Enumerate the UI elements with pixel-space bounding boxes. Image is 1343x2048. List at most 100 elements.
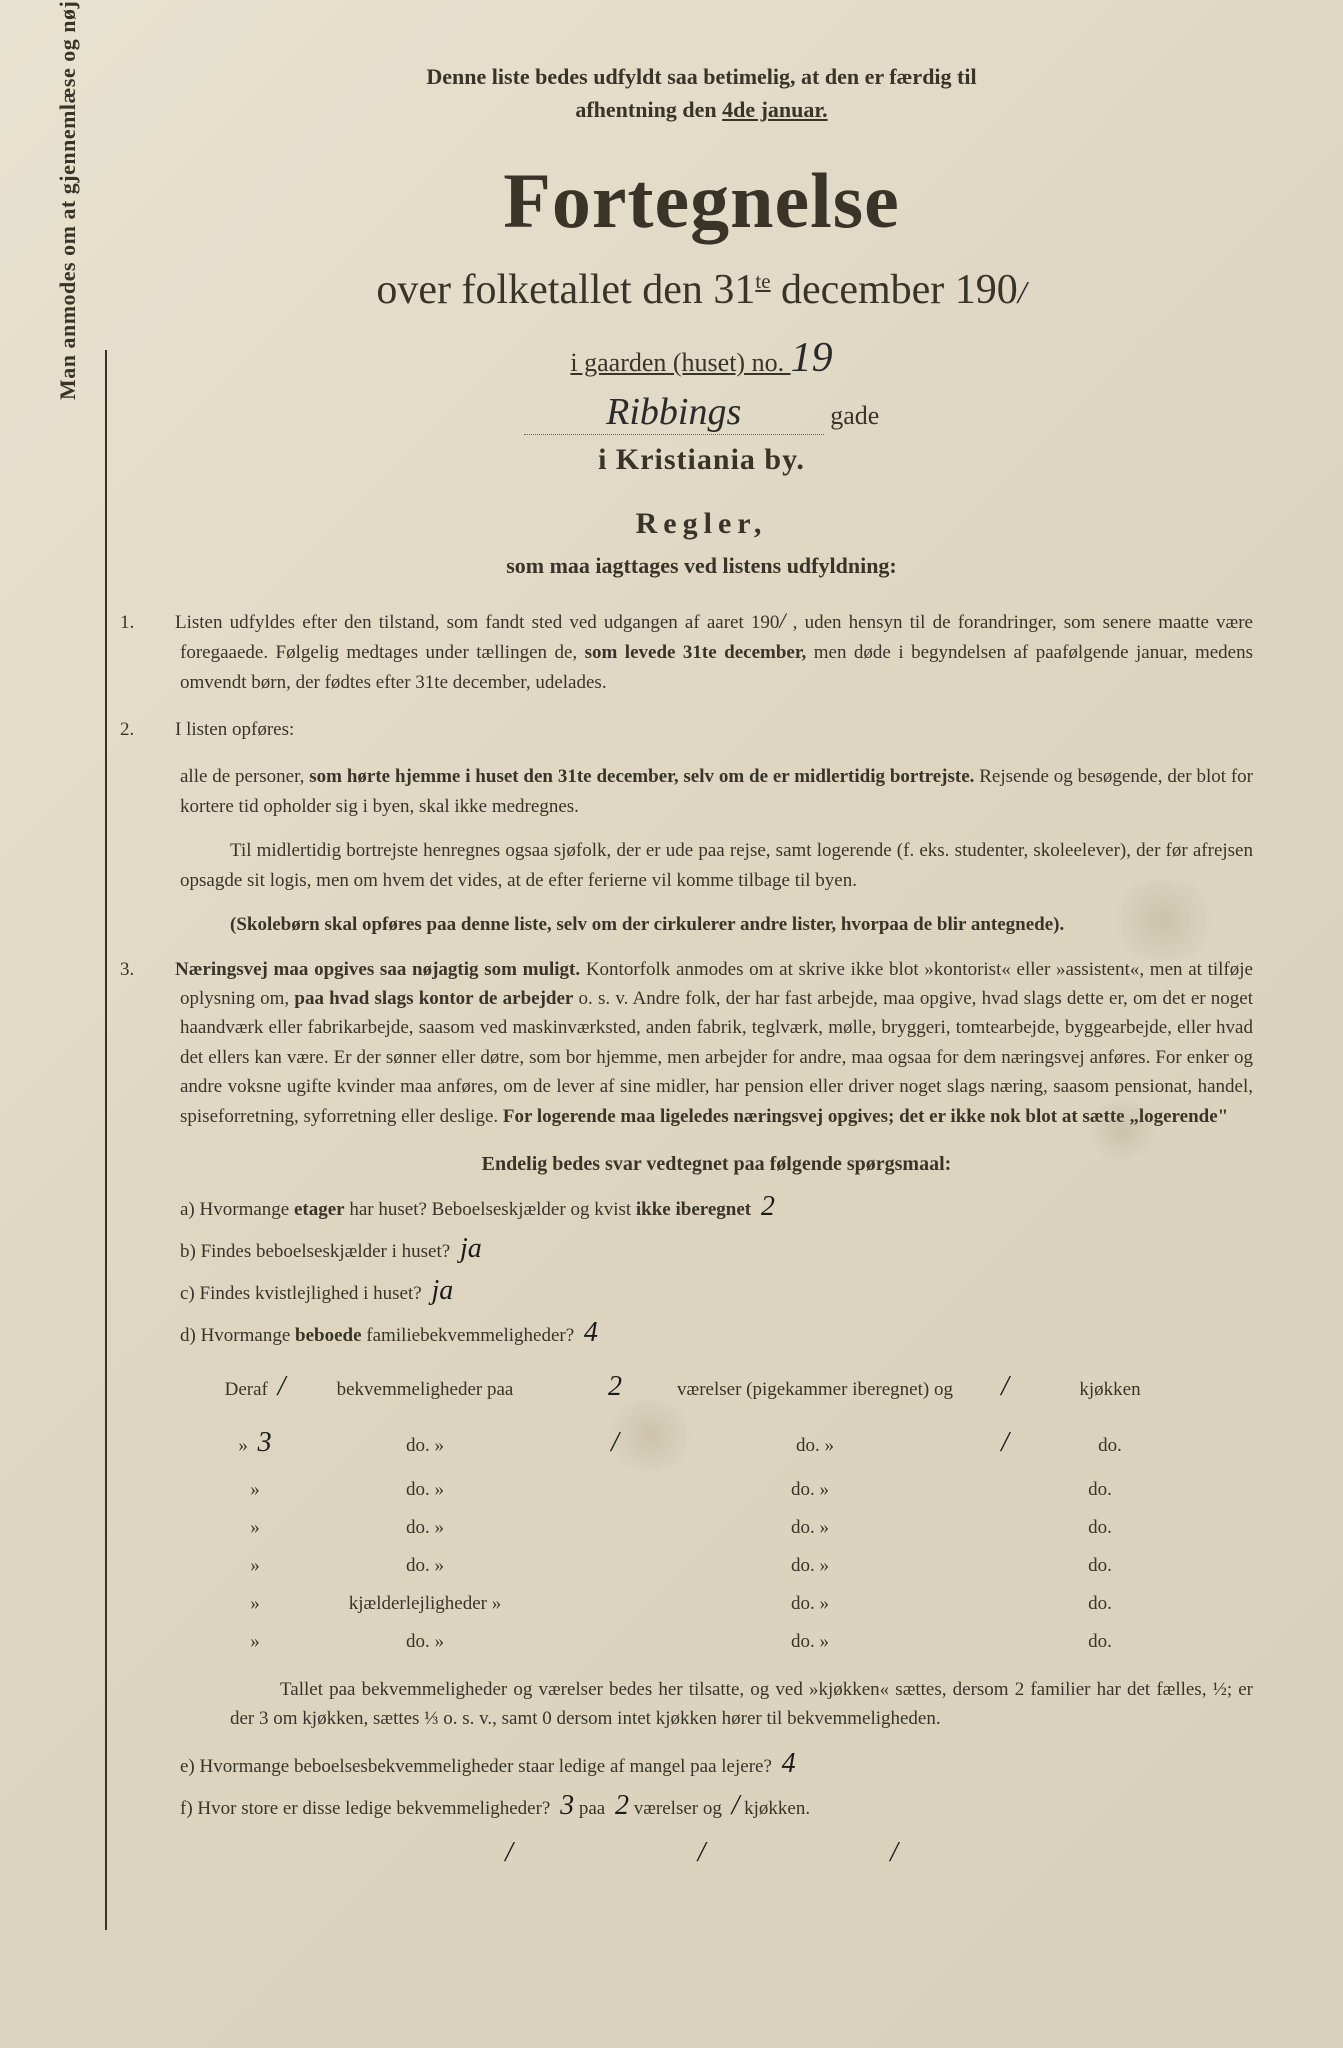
notice-line1: Denne liste bedes udfyldt saa betimelig,… <box>426 64 976 89</box>
rule3-num: 3. <box>150 955 175 984</box>
qa-answer: 2 <box>761 1191 775 1222</box>
top-notice: Denne liste bedes udfyldt saa betimelig,… <box>150 60 1253 126</box>
qa-text-a: Hvormange <box>200 1199 294 1220</box>
acc-c6: do. <box>1040 1547 1160 1585</box>
acc-c4: do. » <box>670 1585 950 1623</box>
aging-mark <box>1083 1100 1163 1160</box>
acc-c4: værelser (pigekammer iberegnet) og <box>675 1371 955 1409</box>
qf-text-d: kjøkken. <box>744 1798 810 1819</box>
accommodation-table: Deraf / bekvemmeligheder paa 2 værelser … <box>210 1359 1253 1661</box>
acc-c4: do. » <box>670 1547 950 1585</box>
acc-deraf: Deraf / <box>210 1359 300 1415</box>
acc-c1: » <box>210 1509 300 1547</box>
acc-c5: / <box>960 1359 1050 1415</box>
qf-ans2: 2 <box>615 1790 629 1821</box>
acc-c1: » <box>210 1471 300 1509</box>
city-line: i Kristiania by. <box>150 443 1253 477</box>
qd-text-a: Hvormange <box>201 1325 295 1346</box>
qa-bold: etager <box>294 1199 345 1220</box>
rule2-para3: (Skolebørn skal opføres paa denne liste,… <box>150 910 1253 939</box>
house-number: 19 <box>791 335 833 381</box>
house-line: i gaarden (huset) no. 19 <box>150 334 1253 382</box>
vertical-rule <box>105 350 107 1930</box>
do-label: do. <box>406 1435 430 1456</box>
qd-text-b: familiebekvemmeligheder? <box>362 1325 575 1346</box>
do-label: do. <box>406 1631 430 1652</box>
do-label: do. <box>406 1555 430 1576</box>
do-label: do. <box>791 1631 815 1652</box>
qa-bold2: ikke iberegnet <box>636 1199 751 1220</box>
rule-1: 1.Listen udfyldes efter den tilstand, so… <box>150 604 1253 697</box>
qe-answer: 4 <box>782 1748 796 1779</box>
qe-label: e) <box>180 1756 195 1777</box>
rules-subtitle: som maa iagttages ved listens udfyldning… <box>150 553 1253 579</box>
year-handwritten: / <box>1018 274 1027 310</box>
rule2-text: I listen opføres: <box>175 719 294 740</box>
acc-c4: do. » <box>670 1509 950 1547</box>
subtitle-prefix: over folketallet den 31 <box>376 267 755 313</box>
do-label: do. <box>406 1479 430 1500</box>
acc-row: » 3 do. » / do. » / do. <box>210 1415 1253 1471</box>
notice-line2-prefix: afhentning den <box>575 97 722 122</box>
bottom-ans3: / <box>890 1837 898 1868</box>
street-name: Ribbings <box>524 390 824 435</box>
acc-val: 3 <box>258 1427 272 1458</box>
qe-text: Hvormange beboelsesbekvemmeligheder staa… <box>200 1756 772 1777</box>
acc-c2: do. » <box>300 1509 550 1547</box>
acc-row: Deraf / bekvemmeligheder paa 2 værelser … <box>210 1359 1253 1415</box>
acc-row: » do. » do. » do. <box>210 1509 1253 1547</box>
note-text: Tallet paa bekvemmeligheder og værelser … <box>180 1676 1253 1733</box>
acc-c6: do. <box>1040 1585 1160 1623</box>
do-label: do. <box>791 1593 815 1614</box>
acc-c2: do. » <box>300 1471 550 1509</box>
acc-c6: kjøkken <box>1050 1371 1170 1409</box>
acc-c2: bekvemmeligheder paa <box>300 1371 550 1409</box>
subtitle-suffix: december 190 <box>771 267 1018 313</box>
qb-label: b) <box>180 1241 196 1262</box>
qf-text-c: værelser og <box>634 1798 722 1819</box>
question-f: f) Hvor store er disse ledige bekvemmeli… <box>150 1790 1253 1822</box>
acc-c6: do. <box>1050 1427 1170 1465</box>
do-label: do. <box>406 1517 430 1538</box>
question-e: e) Hvormange beboelsesbekvemmeligheder s… <box>150 1748 1253 1780</box>
acc-c5: / <box>960 1415 1050 1471</box>
notice-date: 4de januar. <box>722 97 828 122</box>
qd-answer: 4 <box>584 1317 598 1348</box>
qf-text-b: paa <box>579 1798 605 1819</box>
acc-c1: » <box>210 1623 300 1661</box>
rule1-bold: som levede 31te december, <box>585 642 807 663</box>
rule2-p1-a: alle de personer, <box>180 766 309 787</box>
bottom-ans1: / <box>505 1837 513 1868</box>
qc-text: Findes kvistlejlighed i huset? <box>200 1283 422 1304</box>
acc-c4: do. » <box>670 1471 950 1509</box>
rules-title: Regler, <box>150 507 1253 541</box>
acc-c2: do. » <box>300 1427 550 1465</box>
qb-text: Findes beboelseskjælder i huset? <box>201 1241 451 1262</box>
acc-c2: do. » <box>300 1547 550 1585</box>
rule2-p1-bold: som hørte hjemme i huset den 31te decemb… <box>309 766 974 787</box>
main-title: Fortegnelse <box>150 156 1253 246</box>
do-label: do. <box>791 1517 815 1538</box>
question-a: a) Hvormange etager har huset? Beboelses… <box>150 1191 1253 1223</box>
deraf-label: Deraf <box>225 1379 268 1400</box>
kjaelder-label: kjælderlejligheder <box>349 1593 487 1614</box>
acc-c4: do. » <box>675 1427 955 1465</box>
aging-mark <box>1103 880 1223 960</box>
do-label: do. <box>791 1555 815 1576</box>
acc-c1: » <box>210 1547 300 1585</box>
acc-c1: » 3 <box>210 1415 300 1471</box>
acc-c6: do. <box>1040 1471 1160 1509</box>
questions-header: Endelig bedes svar vedtegnet paa følgend… <box>180 1153 1253 1176</box>
rule-2: 2.I listen opføres: <box>150 715 1253 744</box>
vertical-instruction: Man anmodes om at gjennemlæse og nøje at… <box>55 0 81 400</box>
rule2-num: 2. <box>150 715 175 744</box>
qa-text-b: har huset? Beboelseskjælder og kvist <box>345 1199 636 1220</box>
qb-answer: ja <box>460 1233 482 1264</box>
rule2-para1: alle de personer, som hørte hjemme i hus… <box>150 762 1253 821</box>
rule3-bold2: paa hvad slags kontor de arbejder <box>294 988 573 1009</box>
subtitle: over folketallet den 31te december 190/ <box>150 266 1253 314</box>
house-prefix: i gaarden (huset) no. <box>570 348 790 377</box>
rule2-para2: Til midlertidig bortrejste henregnes ogs… <box>150 836 1253 895</box>
acc-val: / <box>278 1371 286 1402</box>
acc-row: » do. » do. » do. <box>210 1471 1253 1509</box>
